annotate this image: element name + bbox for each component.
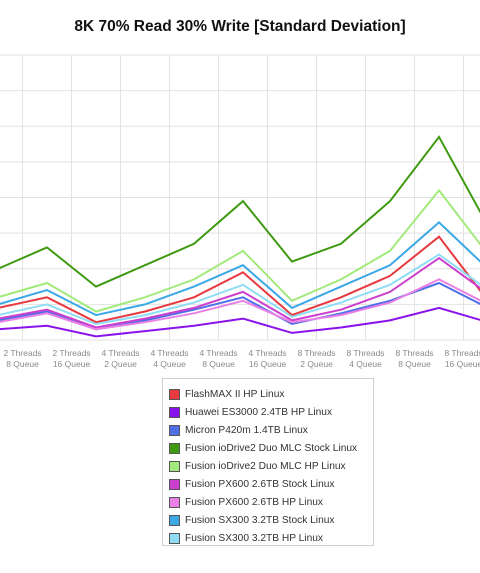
legend: FlashMAX II HP Linux Huawei ES3000 2.4TB … xyxy=(162,378,374,546)
legend-label: Fusion PX600 2.6TB Stock Linux xyxy=(185,478,335,490)
series-line-6 xyxy=(0,278,480,331)
legend-item[interactable]: Fusion SX300 3.2TB HP Linux xyxy=(169,529,373,547)
legend-item[interactable]: Micron P420m 1.4TB Linux xyxy=(169,421,373,439)
legend-swatch xyxy=(169,442,180,454)
x-tick-label: 4 Threads 16 Queue xyxy=(248,348,286,369)
legend-label: Fusion ioDrive2 Duo MLC HP Linux xyxy=(185,460,346,472)
series-lines xyxy=(0,135,480,338)
legend-label: Huawei ES3000 2.4TB HP Linux xyxy=(185,406,333,418)
legend-label: Fusion ioDrive2 Duo MLC Stock Linux xyxy=(185,442,358,454)
x-tick-labels: 2 Threads 8 Queue 2 Threads 16 Queue 4 Threa… xyxy=(3,348,480,369)
x-tick-label: 2 Threads 8 Queue xyxy=(3,348,41,369)
x-tick-label: 4 Threads 8 Queue xyxy=(199,348,237,369)
series-line-5 xyxy=(0,256,480,329)
legend-item[interactable]: FlashMAX II HP Linux xyxy=(169,385,373,403)
legend-item[interactable]: Fusion SX300 3.2TB Stock Linux xyxy=(169,511,373,529)
series-line-8 xyxy=(0,253,480,326)
x-tick-label: 4 Threads 4 Queue xyxy=(150,348,188,369)
series-line-0 xyxy=(0,235,480,324)
legend-label: Fusion PX600 2.6TB HP Linux xyxy=(185,496,323,508)
legend-item[interactable]: Fusion PX600 2.6TB HP Linux xyxy=(169,493,373,511)
x-tick-label: 8 Threads 8 Queue xyxy=(395,348,433,369)
series-line-4 xyxy=(0,188,480,313)
legend-swatch xyxy=(169,496,180,508)
legend-swatch xyxy=(169,514,180,526)
series-line-1 xyxy=(0,306,480,338)
x-tick-label: 2 Threads 16 Queue xyxy=(52,348,90,369)
legend-swatch xyxy=(169,388,180,400)
legend-item[interactable]: Huawei ES3000 2.4TB HP Linux xyxy=(169,403,373,421)
series-line-3 xyxy=(0,135,480,288)
legend-item[interactable]: Fusion PX600 2.6TB Stock Linux xyxy=(169,475,373,493)
line-chart: 2 Threads 8 Queue 2 Threads 16 Queue 4 Threa… xyxy=(0,54,480,369)
legend-label: FlashMAX II HP Linux xyxy=(185,388,285,400)
x-tick-label: 8 Threads 2 Queue xyxy=(297,348,335,369)
legend-swatch xyxy=(169,532,180,544)
x-tick-label: 8 Threads 16 Queue xyxy=(444,348,480,369)
legend-swatch xyxy=(169,424,180,436)
legend-swatch xyxy=(169,478,180,490)
x-tick-label: 8 Threads 4 Queue xyxy=(346,348,384,369)
legend-swatch xyxy=(169,406,180,418)
x-tick-label: 4 Threads 2 Queue xyxy=(101,348,139,369)
chart-title: 8K 70% Read 30% Write [Standard Deviatio… xyxy=(74,18,406,35)
legend-item[interactable]: Fusion ioDrive2 Duo MLC HP Linux xyxy=(169,457,373,475)
legend-swatch xyxy=(169,460,180,472)
legend-item[interactable]: Fusion ioDrive2 Duo MLC Stock Linux xyxy=(169,439,373,457)
series-line-7 xyxy=(0,221,480,317)
legend-label: Fusion SX300 3.2TB HP Linux xyxy=(185,532,323,544)
legend-label: Fusion SX300 3.2TB Stock Linux xyxy=(185,514,335,526)
legend-label: Micron P420m 1.4TB Linux xyxy=(185,424,308,436)
